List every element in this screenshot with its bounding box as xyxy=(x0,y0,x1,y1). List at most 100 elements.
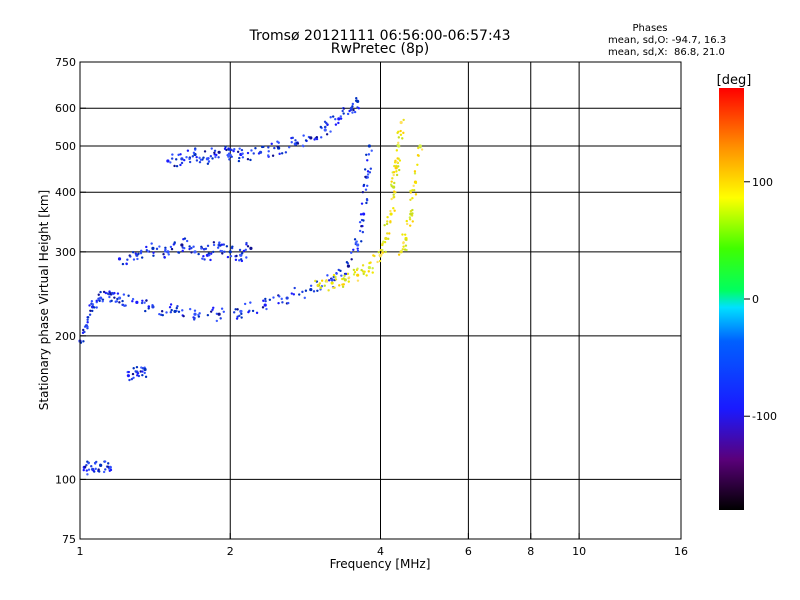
data-point xyxy=(329,130,332,133)
data-point xyxy=(412,184,415,188)
data-point xyxy=(239,258,243,261)
data-point xyxy=(276,140,279,143)
data-point xyxy=(330,281,334,285)
data-point xyxy=(203,258,206,261)
data-point xyxy=(337,117,341,121)
data-point xyxy=(385,222,389,226)
data-point xyxy=(155,247,159,251)
data-point xyxy=(416,154,420,157)
data-point xyxy=(107,462,110,465)
data-point xyxy=(396,143,399,147)
data-point xyxy=(364,175,367,179)
grid xyxy=(80,62,681,539)
data-point xyxy=(222,310,225,314)
data-point xyxy=(414,181,418,185)
data-point xyxy=(192,245,195,248)
data-point xyxy=(285,296,289,300)
data-point xyxy=(214,155,217,159)
data-point xyxy=(342,112,345,115)
data-point xyxy=(222,243,226,246)
y-tick-label: 200 xyxy=(55,330,76,343)
data-point xyxy=(366,170,370,173)
y-tick-label: 600 xyxy=(55,102,76,115)
data-point xyxy=(344,272,348,276)
data-point xyxy=(82,468,85,472)
data-point xyxy=(185,156,188,159)
data-point xyxy=(224,145,227,149)
data-point xyxy=(175,164,179,168)
data-point xyxy=(395,170,398,173)
data-point xyxy=(177,153,180,157)
data-point xyxy=(235,317,239,320)
data-point xyxy=(217,312,221,316)
data-point xyxy=(358,220,362,224)
data-point xyxy=(281,301,284,304)
data-point xyxy=(411,208,414,212)
data-point xyxy=(346,112,350,116)
data-point xyxy=(85,469,88,472)
data-point xyxy=(135,300,139,305)
data-point xyxy=(121,303,124,307)
y-tick-label: 75 xyxy=(62,533,76,546)
data-point xyxy=(183,158,186,162)
data-point xyxy=(203,248,206,251)
data-point xyxy=(397,253,401,256)
data-point xyxy=(102,290,106,294)
data-point xyxy=(193,250,197,254)
data-point xyxy=(129,255,132,258)
data-point xyxy=(221,249,224,253)
data-point xyxy=(361,190,365,194)
data-point xyxy=(95,306,98,309)
data-point xyxy=(367,144,371,148)
data-point xyxy=(357,107,361,110)
data-point xyxy=(359,213,363,216)
data-point xyxy=(267,154,270,157)
data-point xyxy=(246,245,250,248)
data-point xyxy=(327,279,331,282)
data-point xyxy=(132,367,135,370)
data-point xyxy=(131,297,135,301)
data-point xyxy=(418,144,422,148)
data-point xyxy=(108,295,111,299)
data-point xyxy=(287,146,291,149)
data-point xyxy=(97,293,100,296)
data-point xyxy=(238,248,242,252)
data-point xyxy=(347,276,351,279)
data-point xyxy=(367,153,371,156)
data-point xyxy=(92,469,95,472)
data-point xyxy=(240,312,243,316)
data-point xyxy=(296,142,300,145)
data-point xyxy=(117,257,122,261)
data-point xyxy=(339,269,342,273)
data-point xyxy=(230,155,233,158)
data-point xyxy=(83,330,86,334)
data-point xyxy=(121,262,125,266)
data-point xyxy=(411,196,414,200)
data-point xyxy=(316,283,320,288)
data-point xyxy=(356,243,360,247)
data-point xyxy=(212,243,216,247)
data-point xyxy=(234,258,238,262)
data-point xyxy=(343,274,346,277)
data-point xyxy=(137,374,141,378)
data-point xyxy=(399,129,402,133)
data-point xyxy=(223,250,226,253)
data-point xyxy=(353,271,357,274)
data-point xyxy=(182,314,185,318)
data-point xyxy=(211,157,214,160)
y-tick-label: 400 xyxy=(55,186,76,199)
data-point xyxy=(350,258,353,261)
data-point xyxy=(395,149,399,152)
data-point xyxy=(197,252,200,256)
data-point xyxy=(362,272,365,276)
data-point xyxy=(236,150,240,154)
data-point xyxy=(228,250,232,254)
data-point xyxy=(360,225,363,228)
data-point xyxy=(87,461,90,465)
data-point xyxy=(210,252,213,255)
data-point xyxy=(195,159,199,162)
data-point xyxy=(226,255,230,259)
data-point xyxy=(121,299,124,303)
data-point xyxy=(245,256,248,259)
data-point xyxy=(141,370,144,373)
